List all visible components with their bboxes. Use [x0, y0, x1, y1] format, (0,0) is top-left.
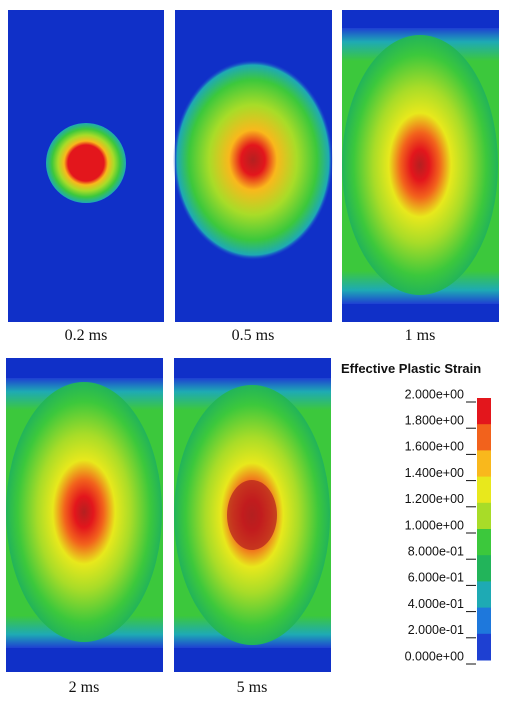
panel-caption: 0.2 ms: [65, 327, 108, 344]
colorbar-band: [477, 633, 491, 661]
colorbar-tick-label: 6.000e-01: [408, 571, 464, 585]
colorbar-band: [477, 450, 491, 478]
legend-title: Effective Plastic Strain: [341, 361, 481, 376]
colorbar-band: [477, 424, 491, 451]
colorbar-band: [477, 398, 491, 425]
colorbar-tick-label: 1.200e+00: [405, 492, 464, 506]
panel-caption: 5 ms: [237, 679, 268, 696]
panel-4: [6, 358, 163, 672]
panel-caption: 1 ms: [405, 327, 436, 344]
colorbar-band: [477, 529, 491, 556]
colorbar-band: [477, 476, 491, 504]
colorbar-tick-label: 1.000e+00: [405, 518, 464, 532]
panel-1: [8, 10, 164, 322]
panel-3: [342, 10, 499, 322]
colorbar-tick-label: 4.000e-01: [408, 597, 464, 611]
colorbar-tick-label: 1.400e+00: [405, 466, 464, 480]
panel-2: [173, 10, 333, 322]
colorbar-tick-label: 1.600e+00: [405, 440, 464, 454]
colorbar-band: [477, 555, 491, 582]
colorbar-tick-label: 0.000e+00: [405, 649, 464, 663]
panel-5: [174, 358, 331, 672]
colorbar-band: [477, 607, 491, 635]
panel-caption: 0.5 ms: [232, 327, 275, 344]
colorbar-band: [477, 502, 491, 530]
colorbar-tick-label: 2.000e-01: [408, 623, 464, 637]
colorbar-band: [477, 581, 491, 609]
colorbar-tick-label: 2.000e+00: [405, 387, 464, 401]
panel-caption: 2 ms: [69, 679, 100, 696]
colorbar-tick-label: 1.800e+00: [405, 413, 464, 427]
colorbar-tick-label: 8.000e-01: [408, 544, 464, 558]
